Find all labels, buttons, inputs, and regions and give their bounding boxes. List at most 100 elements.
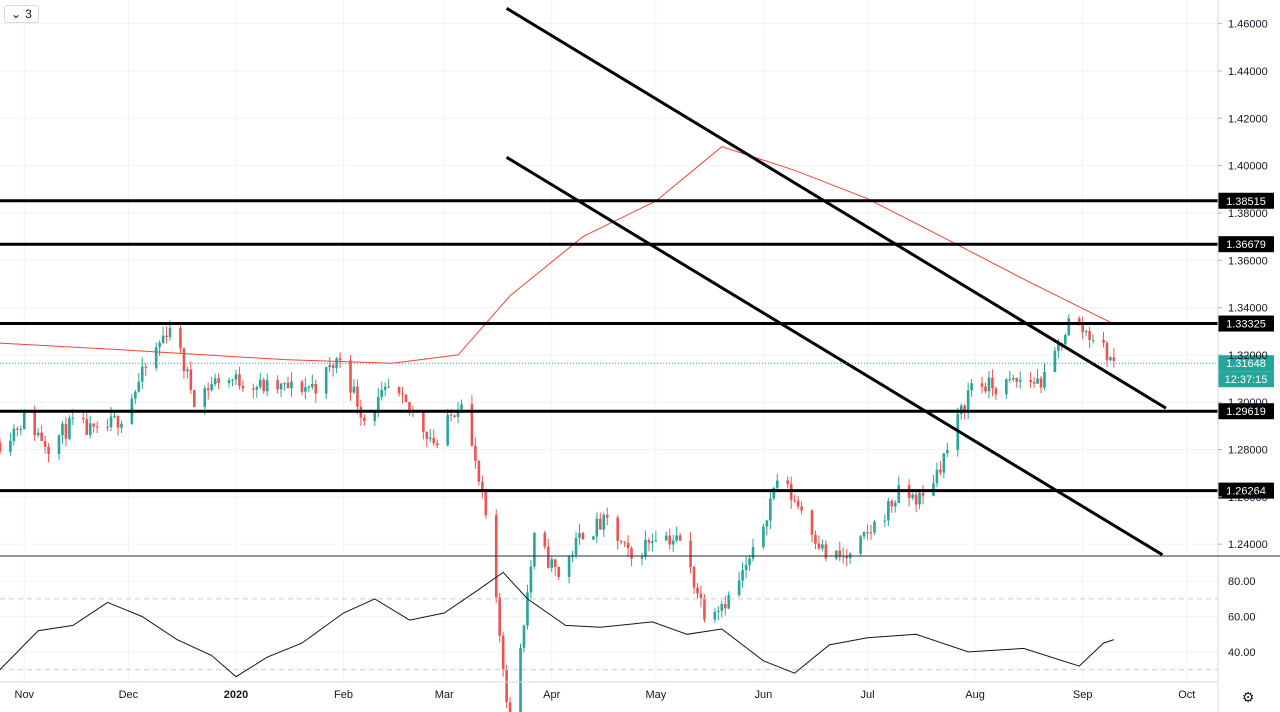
- candle-body: [498, 597, 501, 636]
- candle-body: [161, 335, 165, 343]
- candle-body: [33, 412, 37, 436]
- candle-body: [966, 390, 970, 411]
- candle-body: [814, 534, 817, 544]
- chevron-down-icon: ⌄: [11, 7, 22, 21]
- candle-body: [428, 437, 432, 439]
- candle-body: [567, 555, 571, 577]
- candle-body: [550, 559, 554, 568]
- level-label-box: [1218, 403, 1274, 420]
- candle-body: [887, 501, 890, 521]
- descending-channel[interactable]: [505, 6, 1167, 557]
- candle-body: [970, 383, 973, 391]
- candle-body: [717, 610, 720, 612]
- price-tick-label: 1.26000: [1228, 492, 1268, 504]
- candle-body: [501, 635, 505, 670]
- candle-body: [19, 428, 23, 430]
- candle-body: [134, 391, 137, 399]
- candle-body: [602, 514, 606, 530]
- candle-body: [769, 498, 772, 521]
- level-label-box: [1218, 315, 1274, 332]
- candle-body: [775, 480, 779, 488]
- rsi-tick-label: 60.00: [1228, 612, 1256, 624]
- candle-body: [942, 453, 946, 473]
- candle-body: [599, 518, 602, 530]
- candle-body: [553, 559, 557, 567]
- time-tick-label: Mar: [435, 689, 454, 701]
- level-label-box: [1218, 482, 1274, 499]
- candle-body: [276, 380, 279, 390]
- gear-icon[interactable]: ⚙: [1241, 690, 1255, 706]
- candle-body: [47, 446, 50, 455]
- moving-average-line: [0, 146, 1115, 364]
- candle-body: [154, 347, 158, 368]
- candle-body: [113, 415, 116, 417]
- candle-body: [911, 494, 914, 499]
- candle-body: [116, 415, 120, 428]
- level-label-box: [1218, 236, 1274, 253]
- candle-body: [453, 415, 456, 417]
- candle-body: [140, 366, 144, 382]
- candle-body: [671, 540, 675, 545]
- candle-body: [88, 423, 92, 435]
- candle-body: [664, 535, 668, 541]
- candle-body: [36, 432, 40, 436]
- candle-body: [314, 384, 318, 394]
- candle-body: [984, 386, 987, 392]
- candle-body: [644, 540, 647, 557]
- candle-body: [43, 441, 47, 447]
- candle-body: [1008, 379, 1012, 381]
- candle-body: [85, 419, 89, 435]
- candle-body: [1015, 377, 1019, 382]
- candle-body: [1039, 378, 1043, 388]
- level-label: 1.33325: [1226, 319, 1266, 331]
- level-label: 1.36679: [1226, 239, 1266, 251]
- candle-body: [456, 409, 460, 417]
- candle-body: [546, 546, 550, 568]
- price-tick-label: 1.46000: [1228, 19, 1268, 31]
- candle-body: [286, 382, 290, 389]
- candle-body: [328, 365, 331, 368]
- candle-body: [873, 521, 876, 533]
- candle-body: [654, 540, 658, 542]
- rsi-pane: [0, 571, 1218, 678]
- candle-body: [484, 491, 488, 516]
- time-tick-label: Sep: [1073, 689, 1093, 701]
- candle-body: [57, 435, 61, 455]
- candle-body: [914, 494, 918, 505]
- candle-body: [946, 450, 949, 454]
- interval-label: 3: [25, 7, 32, 21]
- candle-body: [238, 374, 241, 386]
- candle-body: [640, 556, 644, 559]
- candle-body: [311, 384, 314, 387]
- price-tick-label: 1.28000: [1228, 445, 1268, 457]
- candle-body: [227, 380, 231, 384]
- candle-body: [168, 328, 172, 338]
- candle-body: [144, 366, 148, 368]
- candle-body: [338, 358, 342, 361]
- candle-body: [921, 492, 925, 496]
- candle-body: [890, 501, 894, 507]
- candle-body: [810, 510, 814, 535]
- candle-body: [258, 379, 262, 387]
- horizontal-levels[interactable]: 1.38515 1.36679 1.33325 1.29619 1.26264 1.316…: [0, 192, 1274, 499]
- candle-body: [189, 369, 193, 391]
- candle-body: [120, 423, 123, 428]
- candle-body: [425, 431, 429, 439]
- candle-body: [699, 593, 703, 599]
- price-tick-label: 1.30000: [1228, 397, 1268, 409]
- candle-body: [300, 381, 304, 392]
- candle-body: [109, 416, 113, 428]
- candle-body: [64, 423, 68, 439]
- interval-button[interactable]: ⌄ 3: [4, 5, 39, 23]
- candle-body: [1088, 331, 1091, 340]
- candle-body: [980, 383, 984, 387]
- candle-body: [963, 405, 966, 411]
- time-tick-label: Dec: [119, 689, 139, 701]
- time-tick-label: Nov: [15, 689, 35, 701]
- candle-body: [179, 328, 182, 349]
- time-tick-label: Oct: [1178, 689, 1195, 701]
- candle-body: [401, 393, 404, 395]
- candle-body: [22, 412, 26, 429]
- candle-body: [449, 414, 453, 416]
